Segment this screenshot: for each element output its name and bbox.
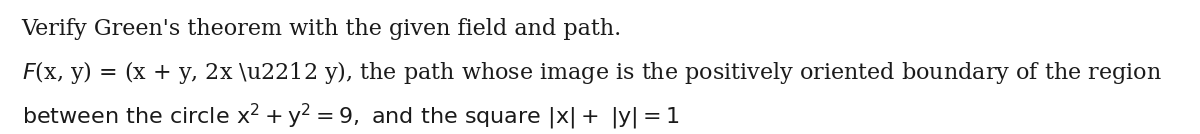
Text: Verify Green's theorem with the given field and path.: Verify Green's theorem with the given fi… <box>22 18 622 40</box>
Text: $\it{F}$(x, y) = (x + y, 2x \u2212 y), the path whose image is the positively or: $\it{F}$(x, y) = (x + y, 2x \u2212 y), t… <box>22 59 1162 86</box>
Text: $\mathrm{between\ the\ circle\ x^2 + y^2 = 9,\ and\ the\ square\ |x|+\ |y|= 1}$: $\mathrm{between\ the\ circle\ x^2 + y^2… <box>22 101 679 132</box>
